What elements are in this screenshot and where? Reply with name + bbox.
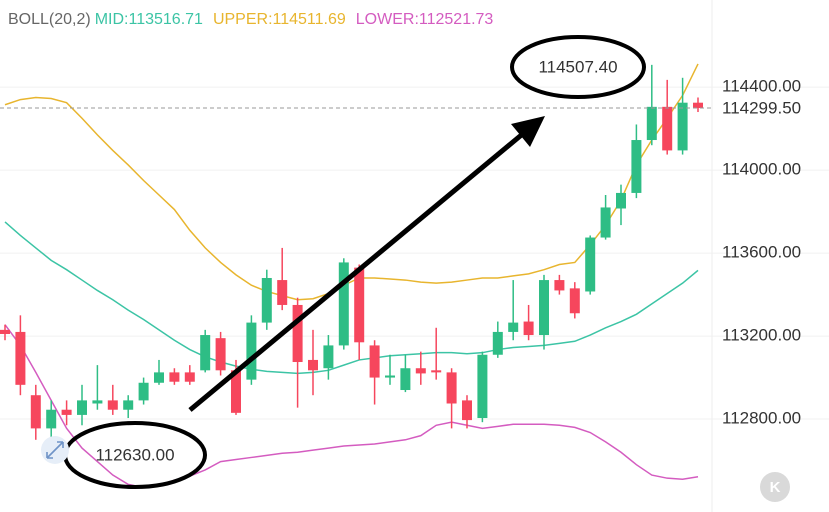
candle-body [200,335,211,371]
candle-body [523,321,534,336]
price-axis: 114400.00 114000.00 113600.00 113200.00 1128… [0,77,801,428]
candle-body [385,375,395,378]
candle-body [677,102,688,151]
candle-body [369,345,380,378]
candle-body [585,237,596,292]
candle-body [600,207,611,238]
legend-entry: UPPER:114511.69 [213,11,346,28]
candle-body [616,192,626,209]
candle-body [554,280,565,291]
candle-body [631,140,642,193]
legend-entry: LOWER:112521.73 [356,11,494,28]
y-tick-label: 113600.00 [722,243,801,262]
candle-body [338,262,349,346]
candle-body [107,400,118,410]
candle-body [646,106,657,141]
candle-body [431,370,442,373]
y-tick-label: 113200.00 [722,326,801,345]
candle-body [569,288,580,314]
candle-body [292,304,303,363]
candle-body [184,372,195,382]
candle-body [539,280,549,336]
candle-body [246,322,257,380]
candle-body [693,102,703,108]
candle-body [92,400,103,404]
candle-body [492,331,503,355]
candle-body [46,409,57,429]
candle-body [261,277,272,323]
last-price-label: 114299.50 [722,98,801,117]
grid [0,86,829,420]
candle-body [0,329,10,335]
candle-body [354,267,365,343]
annotation-text: 114507.40 [538,57,617,76]
candle-body [400,368,411,391]
candle-body [477,354,488,419]
bollinger-bands [4,63,699,489]
candle-body [77,400,87,415]
candle-body [323,345,334,369]
candle-body [508,322,519,332]
candle-body [61,409,72,415]
trend-arrowhead [511,116,545,147]
band-line [4,63,699,301]
y-tick-label: 112800.00 [722,409,801,428]
candle-body [277,280,288,305]
candle-body [231,370,241,413]
indicator-name: BOLL(20,2) [8,11,91,28]
candle-body [169,372,180,382]
candle-body [308,359,318,371]
legend-entry: MID:113516.71 [95,11,203,28]
candle-body [462,400,472,421]
candle-body [154,372,164,383]
candle-body [30,395,41,429]
y-tick-label: 114400.00 [722,77,801,96]
band-line [4,221,699,375]
candles [0,64,703,455]
candle-body [415,368,426,374]
candle-body [446,372,457,404]
logo-badge[interactable] [760,472,790,502]
candle-body [123,400,134,410]
trend-arrow [188,130,527,412]
candle-body [138,382,149,401]
annotation-ellipse [510,35,646,99]
annotation-text: 112630.00 [95,445,174,464]
candle-body [215,338,226,371]
candle-body [662,106,673,151]
band-line [4,324,699,489]
crosshair-icon-arrows [46,441,64,459]
indicator-header: BOLL(20,2) MID:113516.71 UPPER:114511.69 LO… [8,11,493,28]
logo-letter: K [770,479,781,496]
candle-body [15,331,26,385]
y-tick-label: 114000.00 [722,160,801,179]
